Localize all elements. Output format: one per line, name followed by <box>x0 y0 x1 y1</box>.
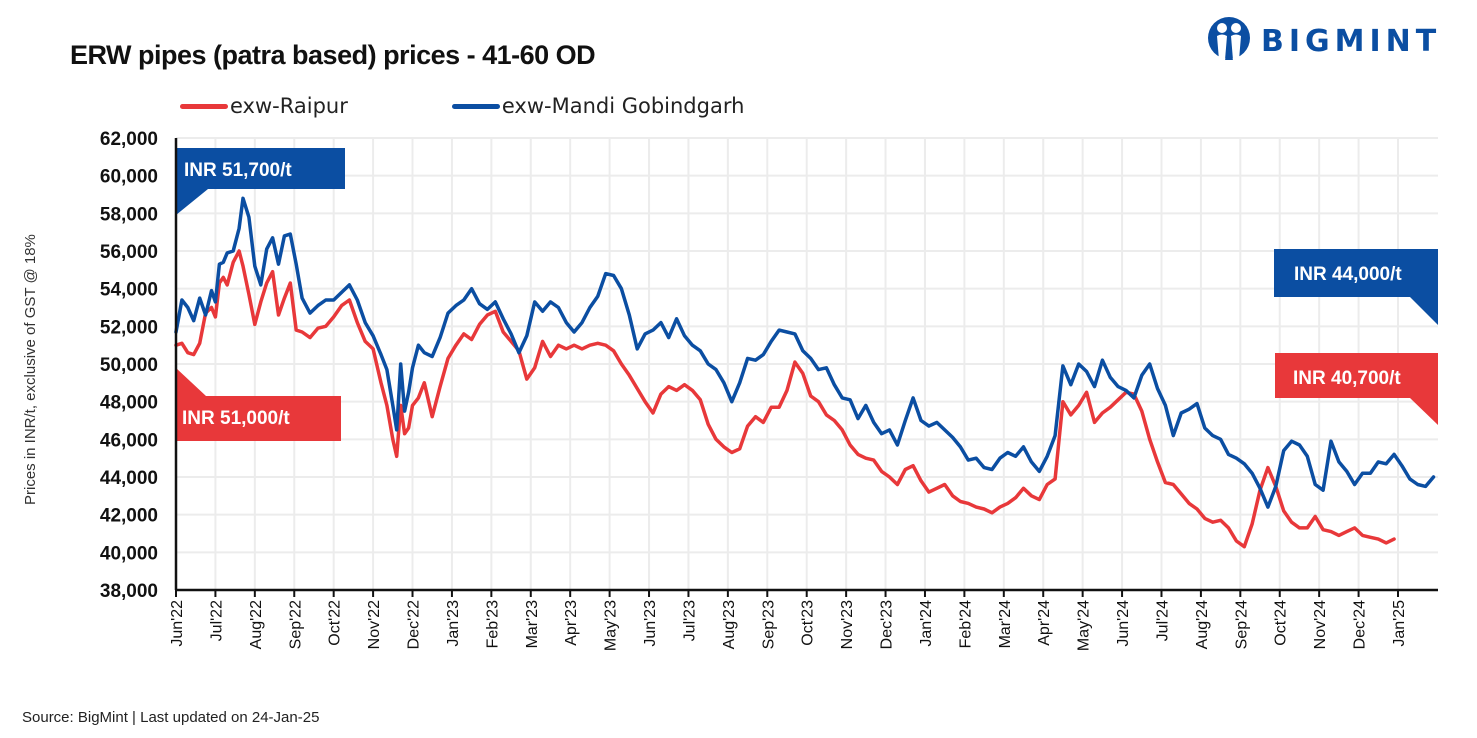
y-tick-label: 62,000 <box>100 129 158 150</box>
y-tick-label: 40,000 <box>100 543 158 564</box>
x-tick-label: Jul'22 <box>208 600 225 641</box>
x-tick-label: Dec'23 <box>879 600 896 649</box>
source-note: Source: BigMint | Last updated on 24-Jan… <box>22 709 320 726</box>
legend-label-mandi: exw-Mandi Gobindgarh <box>501 94 745 118</box>
legend-item-mandi[interactable]: exw-Mandi Gobindgarh <box>451 94 745 118</box>
x-tick-label: Dec'24 <box>1352 600 1369 649</box>
legend-label-raipur: exw-Raipur <box>230 94 348 118</box>
legend-swatch-mandi <box>451 103 500 109</box>
x-tick-label: Sep'22 <box>287 600 304 649</box>
callout-start-mandi <box>176 148 345 215</box>
callout-start-mandi-label: INR 51,700/t <box>184 160 292 181</box>
y-tick-label: 48,000 <box>100 393 158 414</box>
x-tick-label: May'24 <box>1076 600 1093 651</box>
y-tick-label: 54,000 <box>100 280 158 301</box>
x-tick-label: Feb'23 <box>484 600 501 649</box>
x-tick-label: Oct'24 <box>1273 600 1290 646</box>
x-tick-label: Oct'23 <box>800 600 817 646</box>
y-tick-label: 46,000 <box>100 430 158 451</box>
x-tick-label: Mar'23 <box>524 600 541 649</box>
series-lines <box>174 196 1436 549</box>
legend-item-raipur[interactable]: exw-Raipur <box>180 94 348 118</box>
x-tick-label: Nov'24 <box>1312 600 1329 649</box>
x-tick-label: Jun'24 <box>1115 600 1132 647</box>
x-tick-label: May'23 <box>603 600 620 651</box>
logo-text: BIGMINT <box>1261 23 1442 59</box>
axes <box>174 138 1438 592</box>
callout-start-raipur <box>176 368 341 441</box>
x-tick-label: Oct'22 <box>327 600 344 646</box>
y-tick-label: 58,000 <box>100 204 158 225</box>
x-tick-label: Jan'24 <box>918 600 935 647</box>
bigmint-people-logo-icon <box>1208 17 1250 60</box>
callout-end-raipur-label: INR 40,700/t <box>1293 368 1401 389</box>
x-tick-label: Aug'23 <box>721 600 738 649</box>
y-tick-label: 56,000 <box>100 242 158 263</box>
y-axis-ticks: 38,000 40,000 42,000 44,000 46,000 48,000 50,0… <box>100 129 158 602</box>
x-tick-label: Nov'22 <box>366 600 383 649</box>
x-tick-label: Jul'24 <box>1154 600 1171 641</box>
callout-end-mandi-label: INR 44,000/t <box>1294 264 1402 285</box>
series-line-mandi <box>174 196 1436 509</box>
series-line-raipur <box>174 249 1396 549</box>
x-tick-label: Jan'25 <box>1391 600 1408 647</box>
legend-swatch-raipur <box>180 103 228 109</box>
x-tick-label: Feb'24 <box>957 600 974 649</box>
x-tick-label: Aug'22 <box>248 600 265 649</box>
callout-end-raipur <box>1275 353 1438 425</box>
x-tick-label: Jul'23 <box>681 600 698 641</box>
chart-title: ERW pipes (patra based) prices - 41-60 O… <box>70 40 596 70</box>
callout-start-raipur-label: INR 51,000/t <box>182 408 290 429</box>
y-tick-label: 50,000 <box>100 355 158 376</box>
x-tick-label: Jun'23 <box>642 600 659 647</box>
x-tick-label: Apr'23 <box>563 600 580 646</box>
callout-end-mandi <box>1274 249 1438 325</box>
x-tick-label: Jun'22 <box>169 600 186 647</box>
x-tick-label: Jan'23 <box>445 600 462 647</box>
y-tick-label: 44,000 <box>100 468 158 489</box>
x-tick-label: Mar'24 <box>997 600 1014 649</box>
value-callouts: INR 51,700/t INR 51,000/t INR 44,000/t INR … <box>176 148 1438 441</box>
y-tick-label: 38,000 <box>100 581 158 602</box>
x-tick-label: Aug'24 <box>1194 600 1211 649</box>
x-tick-label: Dec'22 <box>406 600 423 649</box>
y-tick-label: 52,000 <box>100 317 158 338</box>
chart-legend: exw-Raipur exw-Mandi Gobindgarh <box>180 94 848 118</box>
x-tick-label: Apr'24 <box>1036 600 1053 646</box>
x-tick-label: Sep'24 <box>1233 600 1250 649</box>
bigmint-logo: BIGMINT <box>1205 16 1441 66</box>
y-tick-label: 60,000 <box>100 167 158 188</box>
gridlines <box>176 137 1438 590</box>
x-tick-label: Sep'23 <box>760 600 777 649</box>
x-axis-ticks: Jun'22 Jul'22 Aug'22 Sep'22 Oct'22 Nov'22 Dec'… <box>169 590 1408 651</box>
x-tick-label: Nov'23 <box>839 600 856 649</box>
y-tick-label: 42,000 <box>100 506 158 527</box>
